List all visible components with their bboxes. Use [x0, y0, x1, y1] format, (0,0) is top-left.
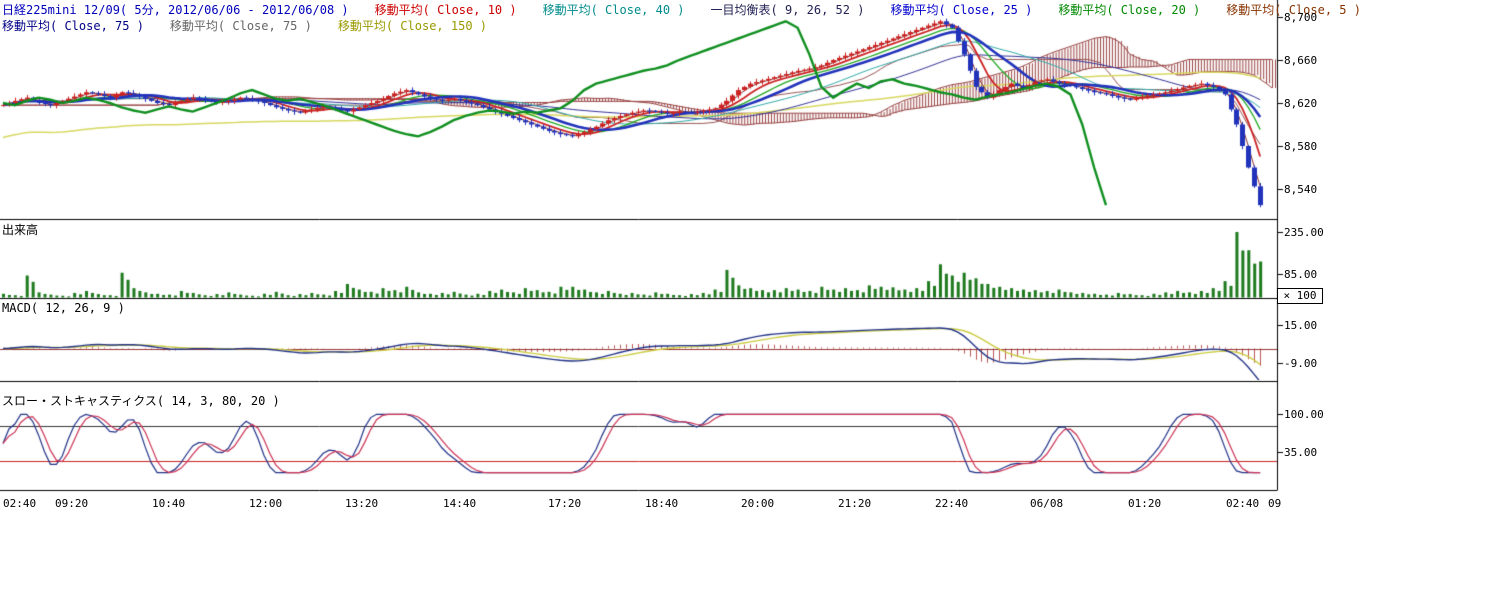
legend-item: 移動平均( Close, 150 ) — [337, 19, 487, 33]
legend-line-2: 移動平均( Close, 75 ) 移動平均( Close, 75 ) 移動平均( … — [2, 19, 513, 34]
time-axis-label: 10:40 — [152, 497, 186, 510]
macd-panel-label: MACD( 12, 26, 9 ) — [2, 301, 125, 315]
time-axis-label: 20:00 — [741, 497, 775, 510]
legend-item: 移動平均( Close, 75 ) — [169, 19, 312, 33]
y-axis-tick-label: -9.00 — [1284, 357, 1318, 370]
volume-panel-label: 出来高 — [2, 223, 39, 237]
time-axis-label: 09:20 — [55, 497, 89, 510]
time-axis-label: 21:20 — [838, 497, 872, 510]
time-axis-label: 14:40 — [443, 497, 477, 510]
y-axis-tick-label: 15.00 — [1284, 319, 1318, 332]
y-axis-tick-label: 8,700 — [1284, 11, 1318, 24]
time-axis-label: 09 — [1268, 497, 1282, 510]
legend-item: 移動平均( Close, 20 ) — [1058, 3, 1201, 17]
y-axis-tick-label: 35.00 — [1284, 446, 1318, 459]
y-axis-tick-label: 8,540 — [1284, 183, 1318, 196]
time-axis-label: 12:00 — [249, 497, 283, 510]
legend-item: 一目均衡表( 9, 26, 52 ) — [710, 3, 865, 17]
stochastics-panel-label: スロー・ストキャスティクス( 14, 3, 80, 20 ) — [2, 394, 280, 408]
time-axis-label: 18:40 — [645, 497, 679, 510]
y-axis-tick-label: 85.00 — [1284, 268, 1318, 281]
volume-unit-box: × 100 — [1277, 288, 1323, 304]
time-axis-label: 13:20 — [345, 497, 379, 510]
legend-item: 移動平均( Close, 5 ) — [1226, 3, 1361, 17]
time-axis-label: 06/08 — [1030, 497, 1064, 510]
time-axis-label: 01:20 — [1128, 497, 1162, 510]
time-axis-label: 17:20 — [548, 497, 582, 510]
y-axis-tick-label: 8,660 — [1284, 54, 1318, 67]
time-axis-label: 22:40 — [935, 497, 969, 510]
time-axis-label: 02:40 — [3, 497, 37, 510]
legend-line-1: 日経225mini 12/09( 5分, 2012/06/06 - 2012/0… — [2, 3, 1387, 18]
legend-item: 移動平均( Close, 25 ) — [890, 3, 1033, 17]
legend-item: 移動平均( Close, 40 ) — [542, 3, 685, 17]
legend-item: 移動平均( Close, 75 ) — [2, 19, 144, 33]
time-axis-label: 02:40 — [1226, 497, 1260, 510]
legend-item: 日経225mini 12/09( 5分, 2012/06/06 - 2012/0… — [2, 3, 349, 17]
volume-unit-label: × 100 — [1283, 289, 1317, 302]
y-axis-tick-label: 100.00 — [1284, 408, 1324, 421]
y-axis-tick-label: 8,620 — [1284, 97, 1318, 110]
y-axis-tick-label: 8,580 — [1284, 140, 1318, 153]
y-axis-tick-label: 235.00 — [1284, 226, 1324, 239]
legend-item: 移動平均( Close, 10 ) — [374, 3, 517, 17]
